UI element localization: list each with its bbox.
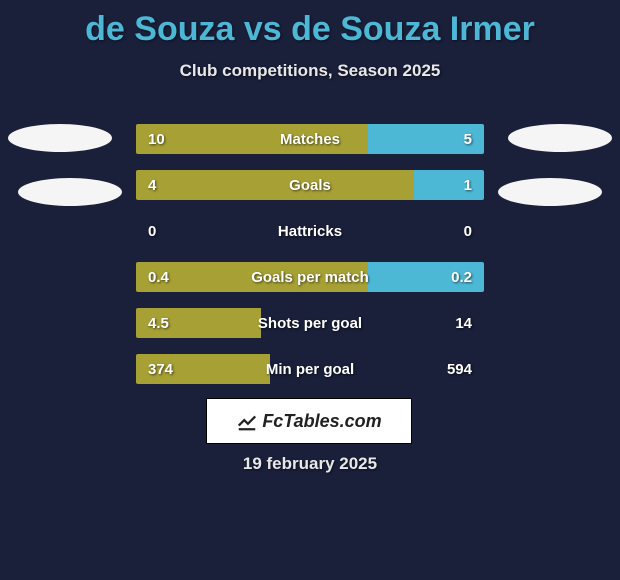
logo-text: FcTables.com: [236, 410, 381, 432]
player-right-avatar-1: [508, 124, 612, 152]
date-label: 19 february 2025: [0, 454, 620, 474]
bar-row: 4.514Shots per goal: [136, 308, 484, 338]
source-logo: FcTables.com: [206, 398, 412, 444]
bar-left-fill: [136, 170, 414, 200]
player-left-avatar-2: [18, 178, 122, 206]
bar-right-fill: [368, 262, 484, 292]
bar-left-fill: [136, 124, 368, 154]
bar-right-fill: [414, 170, 484, 200]
bar-left-fill: [136, 354, 270, 384]
bar-left-value: 0: [148, 216, 156, 246]
player-left-avatar-1: [8, 124, 112, 152]
bar-right-fill: [368, 124, 484, 154]
bar-left-fill: [136, 308, 261, 338]
player-right-avatar-2: [498, 178, 602, 206]
page-subtitle: Club competitions, Season 2025: [0, 61, 620, 81]
bar-row: 41Goals: [136, 170, 484, 200]
bar-right-value: 0: [464, 216, 472, 246]
bar-left-fill: [136, 262, 368, 292]
logo-label: FcTables.com: [262, 411, 381, 432]
page-title: de Souza vs de Souza Irmer: [0, 0, 620, 49]
bar-row: 0 0Hattricks: [136, 216, 484, 246]
comparison-bars: 105Matches 41Goals 0 0Hattricks 0.40.2Goals …: [136, 124, 484, 400]
bar-row: 105Matches: [136, 124, 484, 154]
bar-row: 374594Min per goal: [136, 354, 484, 384]
bar-row: 0.40.2Goals per match: [136, 262, 484, 292]
bar-right-value: 14: [455, 308, 472, 338]
chart-icon: [236, 410, 258, 432]
bar-right-value: 594: [447, 354, 472, 384]
bar-label: Hattricks: [136, 216, 484, 246]
